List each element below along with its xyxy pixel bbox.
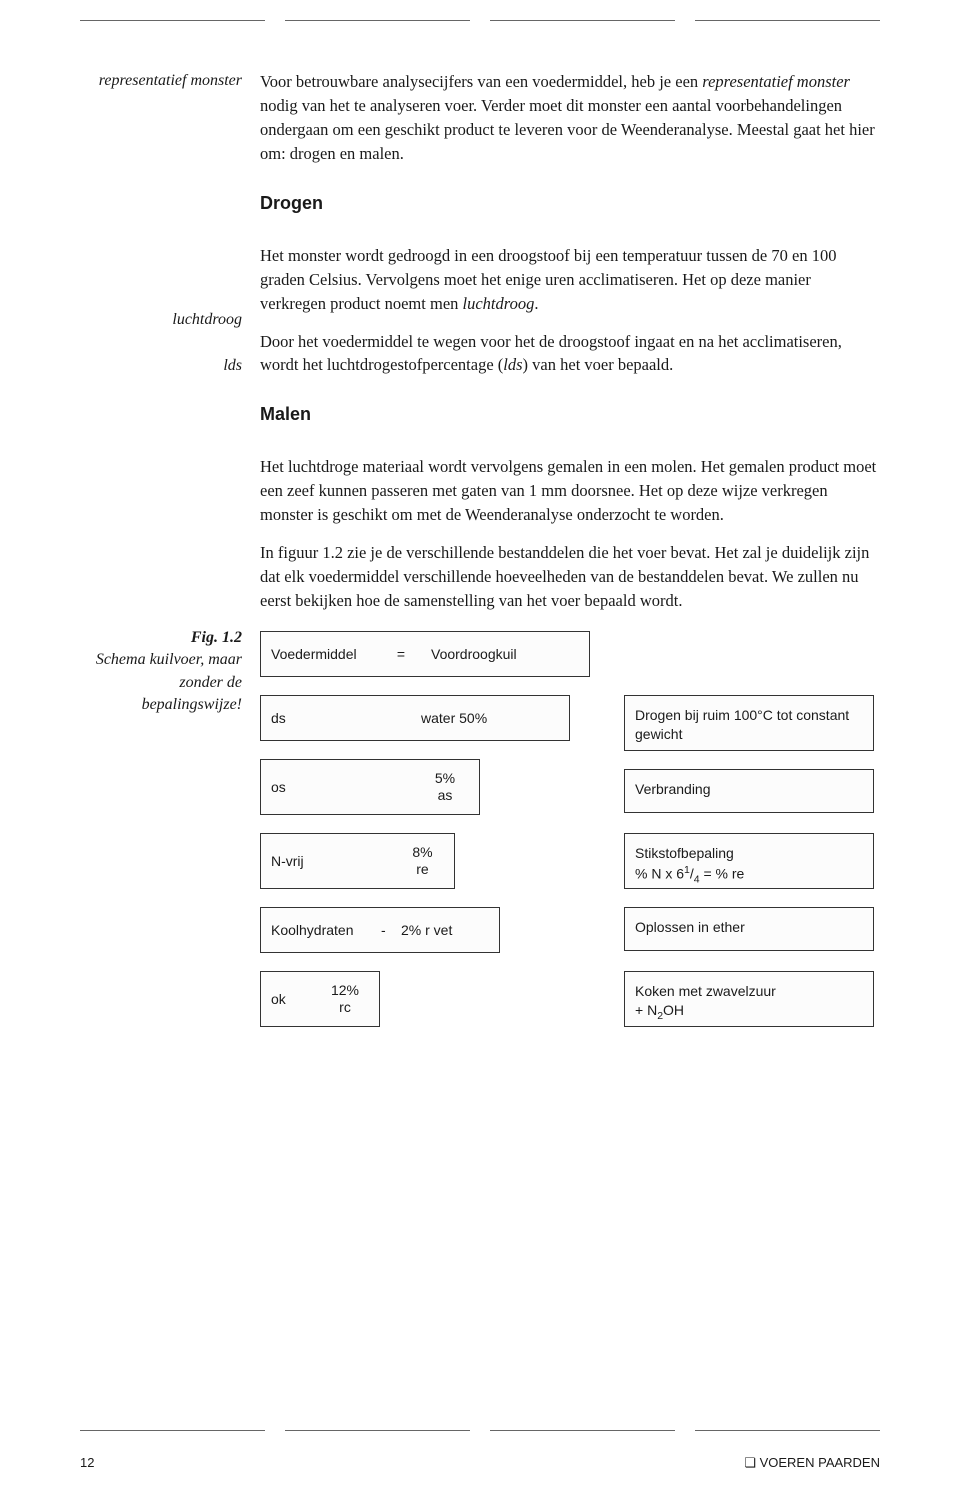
schema-right-5: Oplossen in ether <box>624 907 874 951</box>
top-rule-group <box>80 20 880 21</box>
page-number: 12 <box>80 1455 94 1471</box>
para-4: Het luchtdroge materiaal wordt vervolgen… <box>260 455 880 527</box>
schema-right-2: Drogen bij ruim 100°C tot constant gewic… <box>624 695 874 751</box>
schema-row-5: Koolhydraten - 2% r vet <box>260 907 500 953</box>
book-title-footer: VOEREN PAARDEN <box>744 1455 880 1471</box>
para-2: Het monster wordt gedroogd in een droogs… <box>260 244 880 316</box>
schema-right-4: Stikstofbepaling % N x 61/4 = % re <box>624 833 874 889</box>
margin-term-representatief: representatief monster <box>80 70 260 166</box>
para-3: Door het voedermiddel te wegen voor het … <box>260 330 880 378</box>
schema-row-2: ds water 50% <box>260 695 570 741</box>
schema-row-4: N-vrij 8% re <box>260 833 455 889</box>
para-5: In figuur 1.2 zie je de verschillende be… <box>260 541 880 613</box>
margin-term-luchtdroog: luchtdroog <box>80 309 242 331</box>
schema-row-1: Voedermiddel = Voordroogkuil <box>260 631 590 677</box>
heading-drogen: Drogen <box>260 190 880 216</box>
heading-malen: Malen <box>260 401 880 427</box>
bottom-rule-group <box>80 1430 880 1431</box>
para-1: Voor betrouwbare analysecijfers van een … <box>260 70 880 166</box>
margin-term-lds: lds <box>80 355 242 377</box>
schema-row-3: os 5% as <box>260 759 480 815</box>
schema-right-3: Verbranding <box>624 769 874 813</box>
schema-row-6: ok 12% rc <box>260 971 380 1027</box>
schema-right-6: Koken met zwavelzuur + N2OH <box>624 971 874 1027</box>
schema-diagram: Voedermiddel = Voordroogkuil ds water 50… <box>260 631 880 1045</box>
figure-caption: Schema kuilvoer, maar zonder de bepaling… <box>80 649 242 716</box>
figure-number: Fig. 1.2 <box>80 627 242 649</box>
